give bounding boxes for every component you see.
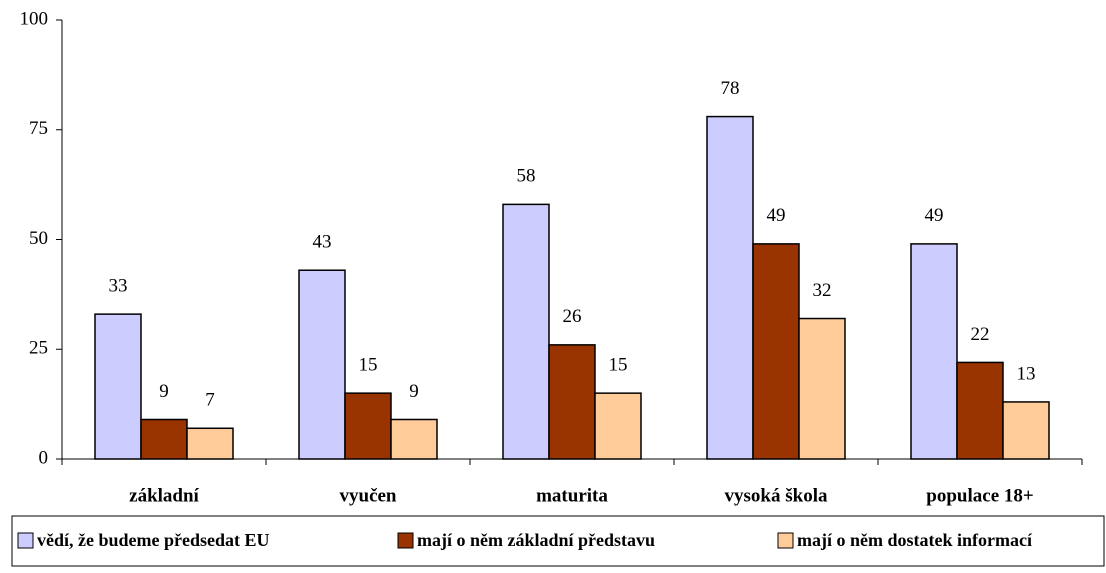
y-tick-label: 0: [39, 447, 49, 468]
data-label: 9: [159, 381, 169, 402]
bar: [798, 317, 846, 460]
x-tick-label: populace 18+: [926, 485, 1033, 506]
bar: [548, 344, 596, 460]
bar: [390, 418, 438, 460]
y-tick-label: 75: [29, 118, 48, 139]
bar: [298, 269, 346, 460]
bar: [956, 361, 1004, 460]
legend-box: [11, 515, 1105, 567]
x-tick-label: vysoká škola: [725, 485, 828, 506]
bar: [752, 243, 800, 460]
bar: [186, 427, 234, 460]
legend-swatch: [17, 532, 34, 549]
data-label: 58: [517, 166, 536, 187]
data-label: 49: [925, 205, 944, 226]
data-label: 78: [721, 78, 740, 99]
data-label: 49: [767, 205, 786, 226]
y-tick-label: 25: [29, 338, 48, 359]
bar: [910, 243, 958, 460]
bar: [344, 392, 392, 460]
x-tick-label: maturita: [536, 485, 608, 506]
data-label: 9: [409, 381, 419, 402]
y-tick-label: 50: [29, 228, 48, 249]
data-label: 7: [205, 390, 215, 411]
y-tick-label: 100: [20, 8, 49, 29]
x-tick-label: vyučen: [340, 485, 397, 506]
legend-swatch: [777, 532, 794, 549]
legend-label: mají o něm základní představu: [417, 530, 655, 550]
x-tick-label: základní: [129, 485, 199, 506]
data-label: 32: [813, 280, 832, 301]
data-label: 15: [609, 355, 628, 376]
data-label: 22: [971, 324, 990, 345]
bar: [140, 418, 188, 460]
data-label: 33: [109, 275, 128, 296]
legend-label: mají o něm dostatek informací: [797, 530, 1033, 550]
legend-label: vědí, že budeme předsedat EU: [37, 530, 270, 550]
data-label: 43: [313, 232, 332, 253]
bar: [1002, 401, 1050, 460]
data-label: 26: [563, 306, 582, 327]
bar: [706, 115, 754, 460]
bar: [502, 203, 550, 460]
bar: [594, 392, 642, 460]
data-label: 13: [1017, 363, 1036, 384]
bar: [94, 313, 142, 460]
legend-swatch: [397, 532, 414, 549]
data-label: 15: [359, 355, 378, 376]
